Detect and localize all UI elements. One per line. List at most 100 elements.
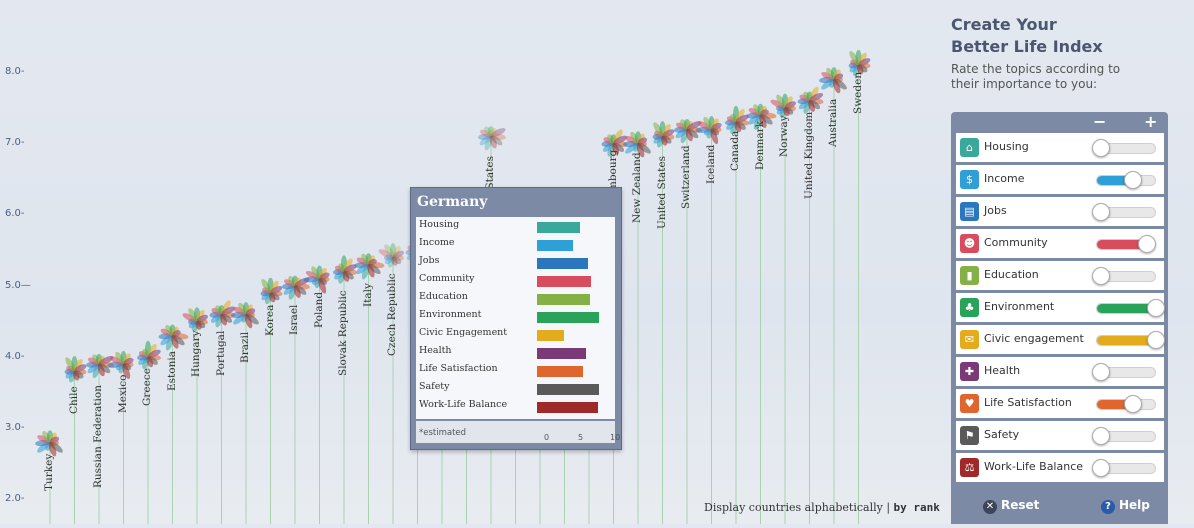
country-label[interactable]: Slovak Republic	[337, 290, 349, 377]
country-label[interactable]: Brazil	[239, 332, 251, 364]
country-label[interactable]: Canada	[729, 130, 741, 172]
country-label[interactable]: Italy	[361, 283, 374, 308]
country-flower[interactable]	[231, 301, 261, 329]
slider-knob[interactable]	[1091, 267, 1110, 285]
y-tick: 7.0-	[5, 137, 25, 148]
country-flower[interactable]	[601, 128, 628, 157]
country-flower[interactable]	[354, 252, 385, 280]
tooltip-row: Jobs	[419, 255, 609, 273]
country-flower[interactable]	[623, 131, 653, 159]
country-flower[interactable]	[819, 67, 849, 95]
topic-label: Safety	[984, 428, 1020, 441]
country-flower[interactable]	[282, 275, 311, 301]
country-label[interactable]: Norway	[778, 115, 790, 157]
country-flower[interactable]	[86, 353, 115, 379]
country-flower[interactable]	[158, 324, 189, 352]
country-flower[interactable]	[725, 105, 750, 135]
country-flower[interactable]	[377, 243, 405, 269]
topic-label: Life Satisfaction	[984, 396, 1072, 409]
country-flower[interactable]	[209, 299, 236, 328]
country-label[interactable]: Russian Federation	[92, 384, 104, 488]
slider-knob[interactable]	[1123, 171, 1142, 189]
country-label[interactable]: Denmark	[753, 121, 766, 171]
country-flower[interactable]	[695, 115, 722, 145]
topic-slider[interactable]	[1096, 299, 1165, 317]
country-label[interactable]: Sweden	[851, 71, 864, 115]
topic-slider[interactable]	[1096, 395, 1156, 413]
tooltip-row-label: Education	[419, 291, 468, 302]
country-flower[interactable]	[797, 85, 824, 114]
country-label[interactable]: Hungary	[190, 329, 202, 377]
tooltip-row: Community	[419, 273, 609, 291]
tooltip-row-bar	[537, 222, 581, 233]
country-label[interactable]: United Kingdom	[802, 112, 815, 200]
country-flower[interactable]	[107, 350, 134, 380]
slider-knob[interactable]	[1091, 427, 1110, 445]
country-label[interactable]: Australia	[827, 98, 839, 147]
topic-slider[interactable]	[1091, 267, 1156, 285]
flower-petal	[479, 135, 492, 146]
panel-title-line2: Better Life Index	[951, 37, 1103, 56]
country-label[interactable]: Israel	[288, 304, 300, 335]
topic-slider[interactable]	[1091, 459, 1156, 477]
slider-fill	[1097, 304, 1155, 313]
country-flower[interactable]	[651, 121, 675, 148]
slider-knob[interactable]	[1091, 203, 1110, 221]
country-flower[interactable]	[847, 49, 871, 77]
country-label[interactable]: Korea	[263, 304, 276, 336]
topic-slider[interactable]	[1091, 427, 1156, 445]
topic-slider[interactable]	[1091, 203, 1156, 221]
country-label[interactable]: Portugal	[214, 330, 227, 376]
country-label[interactable]: Iceland	[704, 145, 717, 185]
country-flower[interactable]	[769, 93, 797, 119]
slider-knob[interactable]	[1123, 395, 1142, 413]
flower-petal	[390, 243, 396, 258]
country-label[interactable]: New Zealand	[631, 152, 643, 224]
country-flower[interactable]	[35, 430, 65, 458]
sort-alphabetically-link[interactable]: Display countries alphabetically	[704, 501, 883, 514]
country-flower[interactable]	[63, 356, 87, 383]
country-label[interactable]: Chile	[67, 386, 80, 415]
country-flower[interactable]	[137, 340, 162, 370]
slider-knob[interactable]	[1091, 139, 1110, 157]
increase-all-button[interactable]: +	[1144, 112, 1158, 131]
country-label[interactable]: Greece	[141, 368, 153, 406]
slider-knob[interactable]	[1091, 459, 1110, 477]
country-label[interactable]: United States	[655, 155, 668, 229]
flower-petal	[685, 128, 693, 142]
country-flower[interactable]	[259, 277, 283, 305]
country-label[interactable]: Switzerland	[680, 145, 692, 210]
decrease-all-button[interactable]: −	[1093, 112, 1107, 131]
help-button[interactable]: ? Help	[1101, 498, 1150, 514]
country-flower[interactable]	[181, 307, 209, 333]
country-flower[interactable]	[746, 103, 777, 131]
country-label[interactable]: Czech Republic	[386, 273, 398, 356]
flower-petal	[484, 136, 493, 151]
slider-knob[interactable]	[1147, 299, 1165, 317]
flower-petal	[244, 314, 253, 329]
tooltip-row-label: Income	[419, 237, 455, 248]
country-flower[interactable]	[303, 265, 330, 295]
flower-petal	[48, 442, 57, 457]
reset-button[interactable]: ✕ Reset	[983, 498, 1039, 514]
country-flower[interactable]	[333, 255, 358, 284]
topic-slider[interactable]	[1096, 171, 1156, 189]
slider-knob[interactable]	[1091, 363, 1110, 381]
topic-slider[interactable]	[1096, 235, 1157, 253]
topic-row: ▮ Education	[956, 261, 1164, 290]
topic-slider[interactable]	[1091, 363, 1156, 381]
flower-petal	[122, 363, 131, 380]
country-label[interactable]: Estonia	[165, 350, 178, 391]
topic-slider[interactable]	[1096, 331, 1165, 349]
tooltip-row-label: Community	[419, 273, 475, 284]
country-flower[interactable]	[674, 118, 703, 144]
country-label[interactable]: Turkey	[43, 454, 55, 492]
slider-knob[interactable]	[1147, 331, 1165, 349]
topic-slider[interactable]	[1091, 139, 1156, 157]
flower-petal	[97, 363, 105, 377]
sort-by-rank-link[interactable]: by rank	[893, 501, 940, 514]
country-flower[interactable]	[478, 125, 507, 151]
country-label[interactable]: Poland	[312, 291, 325, 328]
country-label[interactable]: Mexico	[116, 374, 129, 414]
slider-knob[interactable]	[1138, 235, 1157, 253]
